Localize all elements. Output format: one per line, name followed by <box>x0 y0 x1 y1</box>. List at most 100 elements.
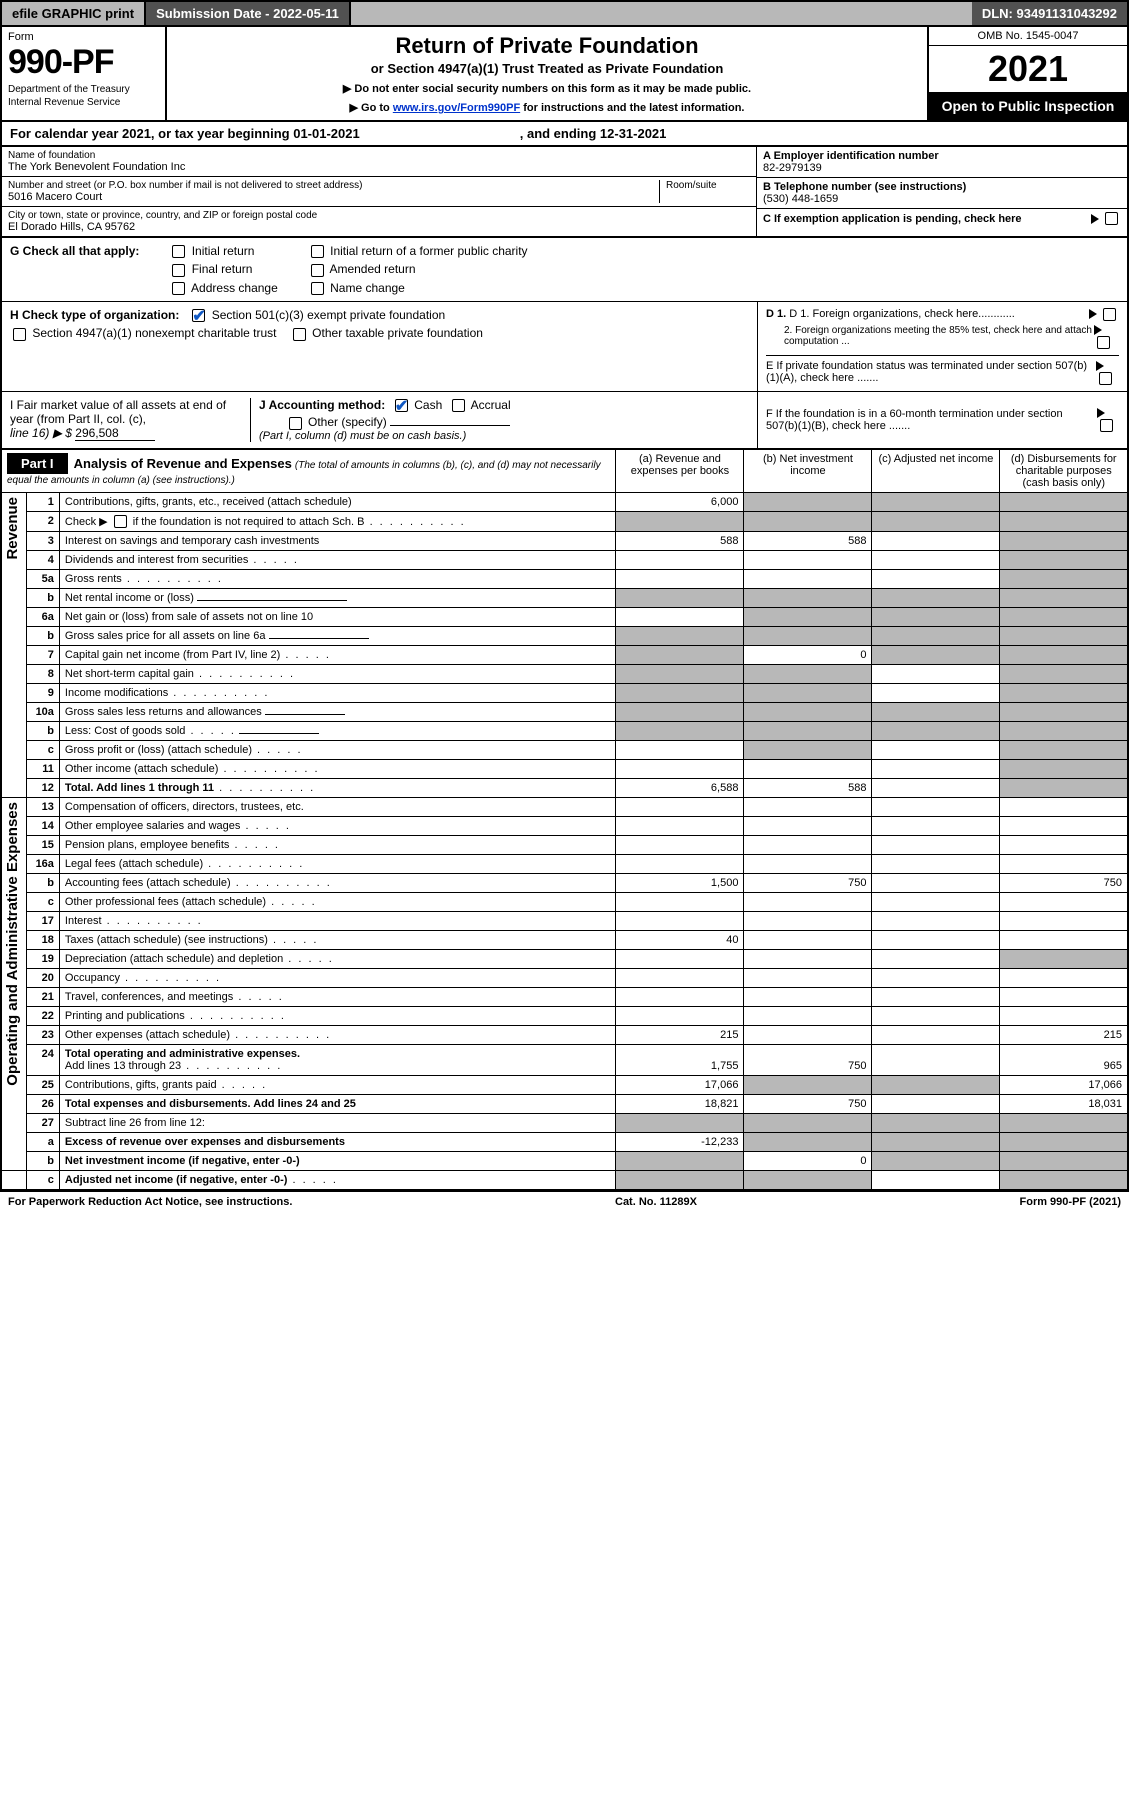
h-other-checkbox[interactable] <box>293 328 306 341</box>
form-ref: Form 990-PF (2021) <box>1020 1196 1121 1208</box>
form-subtitle: or Section 4947(a)(1) Trust Treated as P… <box>177 61 917 76</box>
line-no: c <box>26 893 59 912</box>
efile-print-button[interactable]: efile GRAPHIC print <box>2 2 146 25</box>
line-desc: Interest <box>65 915 102 927</box>
j-cash-checkbox[interactable] <box>395 399 408 412</box>
d1-checkbox[interactable] <box>1103 308 1116 321</box>
line-desc: Taxes (attach schedule) (see instruction… <box>65 934 268 946</box>
line-desc: Interest on savings and temporary cash i… <box>59 532 616 551</box>
arrow-icon <box>1089 309 1097 319</box>
d2-checkbox[interactable] <box>1097 336 1110 349</box>
line-desc: Income modifications <box>65 687 168 699</box>
line-no: 8 <box>26 665 59 684</box>
line-no: 7 <box>26 646 59 665</box>
form-number: 990-PF <box>8 43 159 82</box>
line-desc: Capital gain net income (from Part IV, l… <box>65 649 280 661</box>
line-no: 18 <box>26 931 59 950</box>
l2-post: if the foundation is not required to att… <box>130 516 365 528</box>
arrow-icon <box>1091 214 1099 224</box>
g-label: G Check all that apply: <box>10 244 139 295</box>
goto-prefix: ▶ Go to <box>350 102 393 114</box>
cell-a: 1,755 <box>616 1045 744 1076</box>
line-no: a <box>26 1133 59 1152</box>
line-no: 14 <box>26 817 59 836</box>
sch-b-checkbox[interactable] <box>114 515 127 528</box>
part1-table: Part I Analysis of Revenue and Expenses … <box>0 449 1129 1192</box>
revenue-label: Revenue <box>2 493 23 564</box>
topbar: efile GRAPHIC print Submission Date - 20… <box>0 0 1129 27</box>
goto-note: ▶ Go to www.irs.gov/Form990PF for instru… <box>177 101 917 114</box>
dept-treasury: Department of the Treasury <box>8 84 159 95</box>
line-no: 15 <box>26 836 59 855</box>
g-initial-former-checkbox[interactable] <box>311 245 324 258</box>
dln: DLN: 93491131043292 <box>972 2 1127 25</box>
line-no: 22 <box>26 1007 59 1026</box>
h-501c3-checkbox[interactable] <box>192 309 205 322</box>
cell-d: 750 <box>1000 874 1128 893</box>
ssn-note: ▶ Do not enter social security numbers o… <box>177 82 917 95</box>
g-opt-0: Initial return <box>192 244 255 258</box>
d2-text: 2. Foreign organizations meeting the 85%… <box>766 325 1094 347</box>
d1-text: D 1. Foreign organizations, check here..… <box>789 308 1015 320</box>
col-d-header: (d) Disbursements for charitable purpose… <box>1000 449 1128 492</box>
g-name-change-checkbox[interactable] <box>311 282 324 295</box>
tax-year: 2021 <box>929 46 1127 92</box>
j-label: J Accounting method: <box>259 398 385 412</box>
g-address-change-checkbox[interactable] <box>172 282 185 295</box>
h-4947-checkbox[interactable] <box>13 328 26 341</box>
line-desc: Gross rents <box>65 573 122 585</box>
line-desc-2: Add lines 13 through 23 <box>65 1060 181 1072</box>
f-checkbox[interactable] <box>1100 419 1113 432</box>
line-desc: Accounting fees (attach schedule) <box>65 877 231 889</box>
line-no: 6a <box>26 608 59 627</box>
line-no: 1 <box>26 492 59 511</box>
j-accrual: Accrual <box>471 398 511 412</box>
g-opt-1: Final return <box>192 262 253 276</box>
arrow-icon <box>1096 361 1104 371</box>
l2-pre: Check ▶ <box>65 516 111 528</box>
line-no: 10a <box>26 703 59 722</box>
e-checkbox[interactable] <box>1099 372 1112 385</box>
instructions-link[interactable]: www.irs.gov/Form990PF <box>393 102 520 114</box>
entity-info: Name of foundation The York Benevolent F… <box>0 147 1129 238</box>
exemption-checkbox[interactable] <box>1105 212 1118 225</box>
line-no: c <box>26 741 59 760</box>
col-b-header: (b) Net investment income <box>744 449 872 492</box>
line-desc: Gross profit or (loss) (attach schedule) <box>65 744 252 756</box>
line-no: 27 <box>26 1114 59 1133</box>
g-opt-2: Address change <box>191 281 278 295</box>
h-opt-3: Other taxable private foundation <box>312 326 483 340</box>
cell-a: -12,233 <box>616 1133 744 1152</box>
j-accrual-checkbox[interactable] <box>452 399 465 412</box>
line-no: 12 <box>26 779 59 798</box>
cell-d: 215 <box>1000 1026 1128 1045</box>
cell-d: 965 <box>1000 1045 1128 1076</box>
form-word: Form <box>8 31 159 43</box>
submission-date: Submission Date - 2022-05-11 <box>146 2 351 25</box>
line-no: 19 <box>26 950 59 969</box>
line-no: 23 <box>26 1026 59 1045</box>
form-header: Form 990-PF Department of the Treasury I… <box>0 27 1129 122</box>
cell-a: 215 <box>616 1026 744 1045</box>
line-no: 4 <box>26 551 59 570</box>
page-footer: For Paperwork Reduction Act Notice, see … <box>0 1191 1129 1212</box>
line-desc: Other employee salaries and wages <box>65 820 240 832</box>
line-desc: Printing and publications <box>65 1010 185 1022</box>
line-no: b <box>26 627 59 646</box>
line-desc: Gross sales less returns and allowances <box>65 706 262 718</box>
g-opt-4: Amended return <box>329 262 415 276</box>
g-opt-5: Name change <box>330 281 405 295</box>
part1-badge: Part I <box>7 453 68 474</box>
line-desc: Net rental income or (loss) <box>65 592 194 604</box>
irs: Internal Revenue Service <box>8 97 159 108</box>
line-desc: Net gain or (loss) from sale of assets n… <box>59 608 616 627</box>
g-initial-return-checkbox[interactable] <box>172 245 185 258</box>
foundation-name: The York Benevolent Foundation Inc <box>8 161 750 173</box>
g-amended-checkbox[interactable] <box>311 264 324 277</box>
part1-title: Analysis of Revenue and Expenses <box>74 456 292 471</box>
g-final-return-checkbox[interactable] <box>172 264 185 277</box>
section-h: H Check type of organization: Section 50… <box>0 302 1129 392</box>
line-no: b <box>26 589 59 608</box>
open-public-badge: Open to Public Inspection <box>929 92 1127 120</box>
j-other-checkbox[interactable] <box>289 417 302 430</box>
